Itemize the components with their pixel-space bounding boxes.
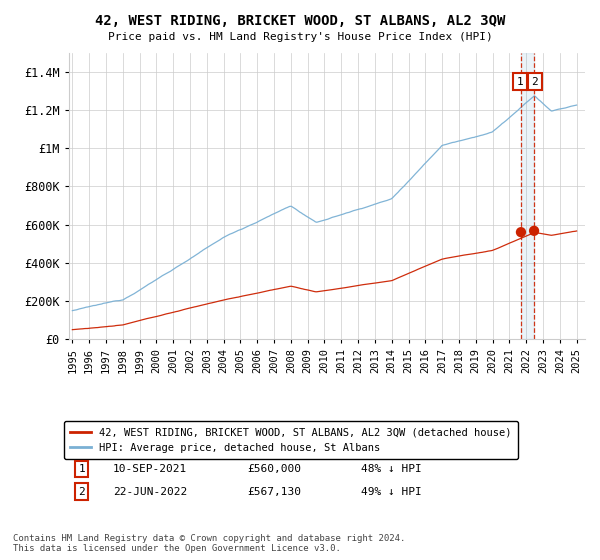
Text: £560,000: £560,000 <box>247 464 301 474</box>
Text: Contains HM Land Registry data © Crown copyright and database right 2024.
This d: Contains HM Land Registry data © Crown c… <box>13 534 406 553</box>
Text: 22-JUN-2022: 22-JUN-2022 <box>113 487 187 497</box>
Text: 1: 1 <box>517 77 523 87</box>
Text: Price paid vs. HM Land Registry's House Price Index (HPI): Price paid vs. HM Land Registry's House … <box>107 32 493 43</box>
Bar <box>521 53 534 339</box>
Text: 10-SEP-2021: 10-SEP-2021 <box>113 464 187 474</box>
Text: 42, WEST RIDING, BRICKET WOOD, ST ALBANS, AL2 3QW: 42, WEST RIDING, BRICKET WOOD, ST ALBANS… <box>95 14 505 28</box>
Text: 49% ↓ HPI: 49% ↓ HPI <box>361 487 421 497</box>
Text: 1: 1 <box>79 464 85 474</box>
Point <box>516 228 526 237</box>
Point <box>529 226 539 235</box>
Text: 2: 2 <box>79 487 85 497</box>
Text: 2: 2 <box>532 77 538 87</box>
Text: £567,130: £567,130 <box>247 487 301 497</box>
Legend: 42, WEST RIDING, BRICKET WOOD, ST ALBANS, AL2 3QW (detached house), HPI: Average: 42, WEST RIDING, BRICKET WOOD, ST ALBANS… <box>64 421 518 459</box>
Text: 48% ↓ HPI: 48% ↓ HPI <box>361 464 421 474</box>
